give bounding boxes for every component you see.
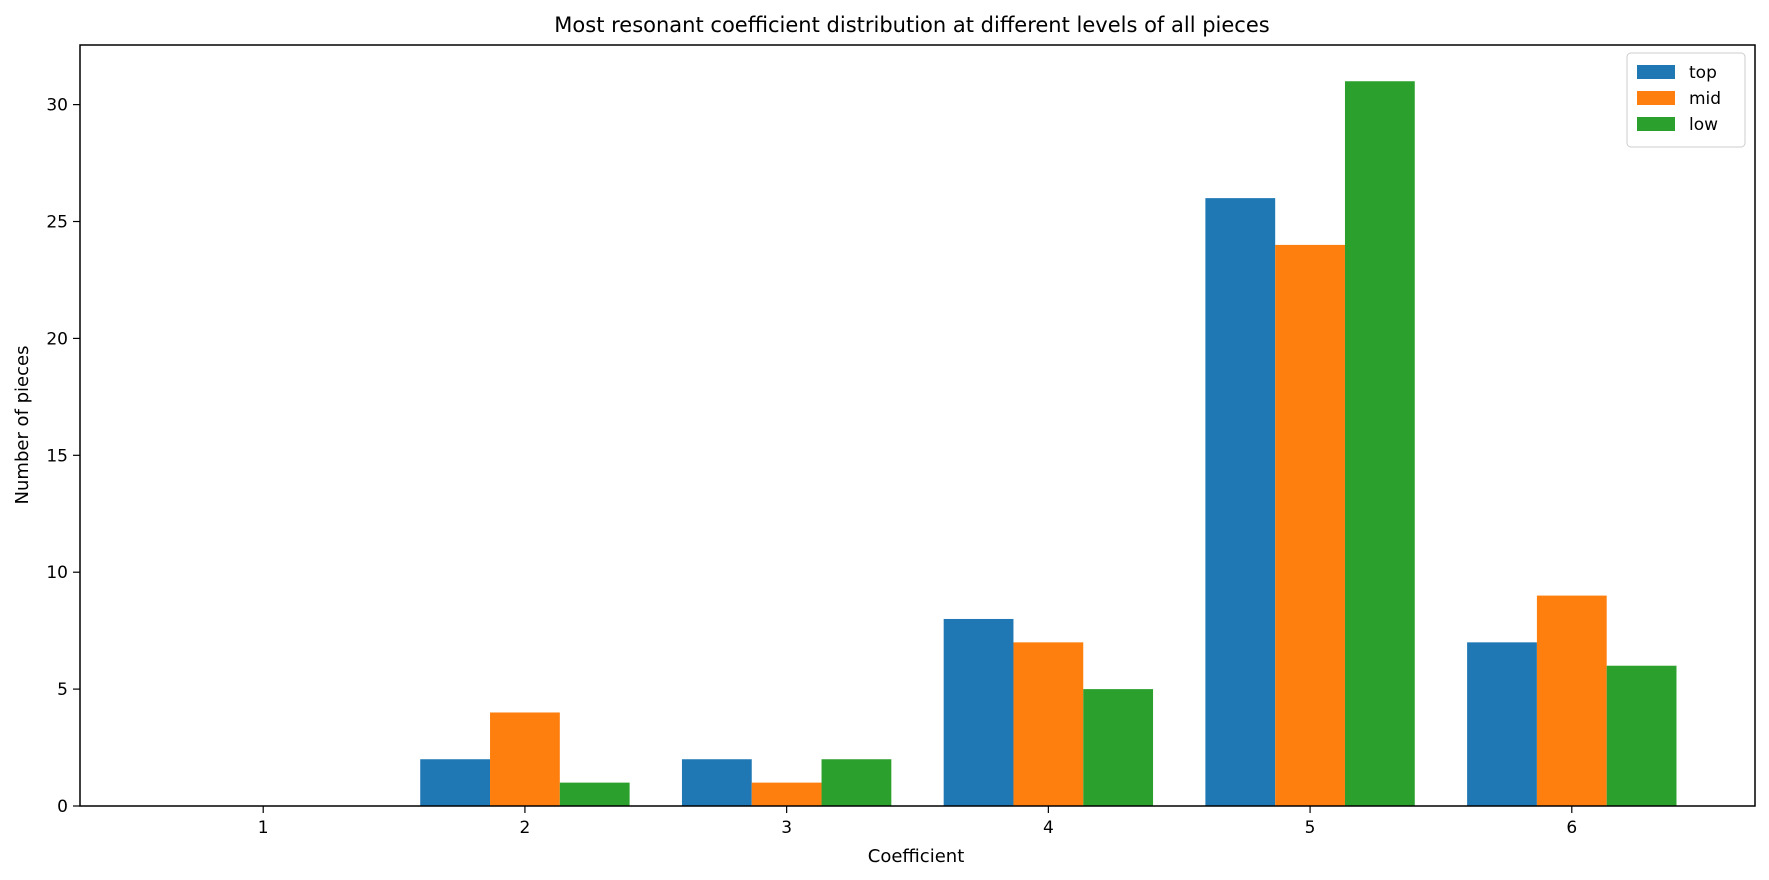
legend-label-top: top [1689, 63, 1717, 83]
bar-mid-2 [490, 712, 560, 806]
y-tick-label: 0 [57, 797, 68, 817]
legend-swatch-low [1637, 117, 1675, 131]
legend-label-low: low [1689, 115, 1718, 135]
x-axis: 1 2 3 4 5 6 [258, 806, 1577, 838]
x-tick-label: 4 [1043, 818, 1054, 838]
bar-low-5 [1344, 81, 1415, 806]
y-tick-label: 25 [46, 213, 68, 233]
bars-layer [420, 81, 1677, 806]
bar-mid-6 [1536, 595, 1607, 806]
bar-mid-4 [1013, 642, 1084, 806]
y-axis: 0 5 10 15 20 25 30 [46, 96, 80, 817]
x-axis-label: Coefficient [868, 846, 965, 867]
plot-frame [79, 44, 1756, 807]
y-tick-label: 5 [57, 680, 68, 700]
x-tick-label: 5 [1305, 818, 1316, 838]
x-tick-label: 3 [781, 818, 792, 838]
y-tick-label: 20 [46, 329, 68, 349]
y-tick-label: 10 [46, 563, 68, 583]
legend-label-mid: mid [1689, 89, 1721, 109]
legend: top mid low [1626, 52, 1746, 148]
y-axis-label: Number of pieces [12, 346, 33, 505]
bar-top-5 [1205, 198, 1276, 806]
bar-low-4 [1083, 689, 1154, 806]
bar-top-3 [681, 759, 752, 806]
x-tick-label: 1 [258, 818, 269, 838]
legend-swatch-top [1637, 65, 1675, 79]
x-tick-label: 2 [520, 818, 531, 838]
bar-low-2 [559, 782, 630, 806]
y-tick-label: 15 [46, 446, 68, 466]
bar-mid-5 [1275, 244, 1345, 806]
y-tick-label: 30 [46, 96, 68, 116]
bar-mid-3 [751, 782, 822, 806]
chart-title: Most resonant coefficient distribution a… [554, 13, 1269, 37]
bar-top-6 [1467, 642, 1537, 806]
bar-top-4 [943, 618, 1014, 806]
x-tick-label: 6 [1566, 818, 1577, 838]
bar-top-2 [420, 759, 491, 806]
bar-low-6 [1606, 665, 1677, 806]
bar-low-3 [821, 759, 892, 806]
legend-swatch-mid [1637, 91, 1675, 105]
